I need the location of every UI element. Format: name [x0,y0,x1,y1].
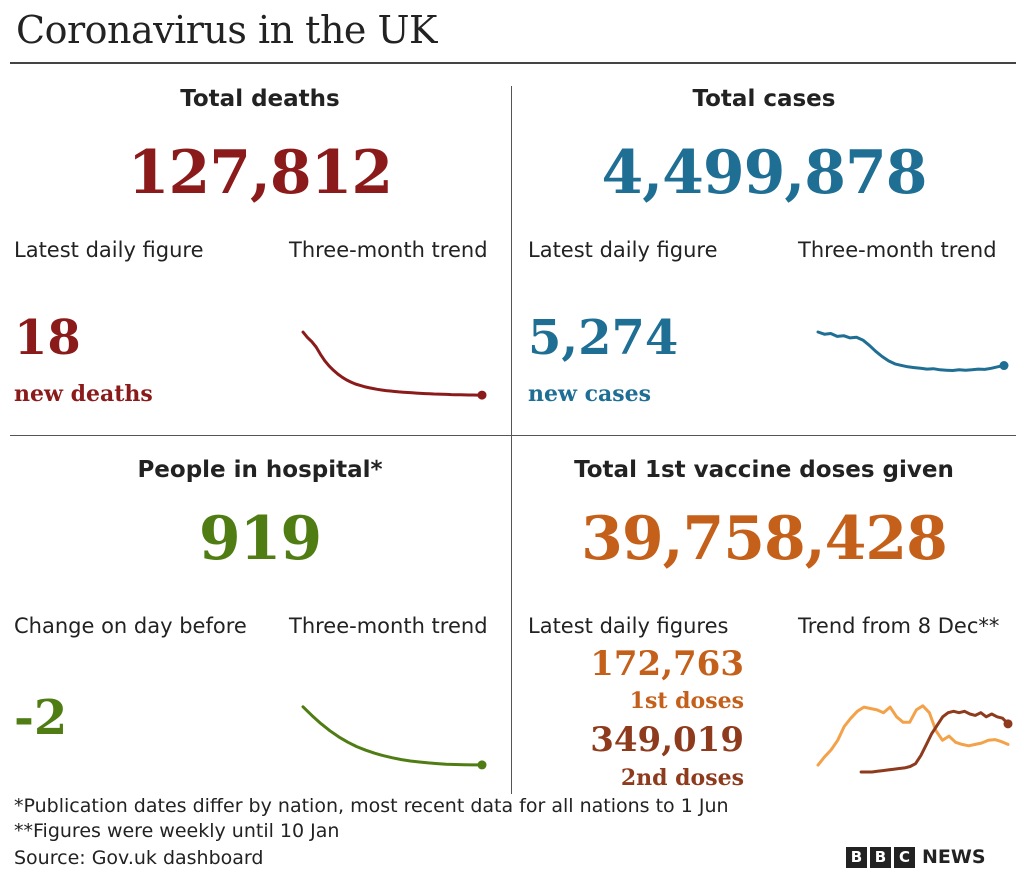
cases-latest-label: Latest daily figure [528,238,718,262]
dose2-trend-end-point [1003,719,1013,729]
deaths-latest-value: 18 [14,310,81,366]
cases-latest-unit: new cases [528,381,652,407]
dose2-label: 2nd doses [620,765,744,791]
cases-latest-value: 5,274 [528,310,679,366]
bbc-logo-letter: B [870,846,891,868]
dose2-value: 349,019 [590,720,744,760]
bbc-logo-letter: B [846,846,867,868]
hospital-latest-value: -2 [14,690,68,746]
hospital-total: 919 [198,504,322,574]
dose1-trend-series [816,704,1010,767]
bbc-logo-news: NEWS [922,846,986,868]
hospital-heading: People in hospital* [137,457,383,483]
dose2-trend-series [859,709,1013,774]
deaths-trend-label: Three-month trend [289,238,488,262]
cases-trend-chart-end-point [999,361,1009,371]
vaccine-heading: Total 1st vaccine doses given [574,457,954,483]
deaths-latest-unit: new deaths [14,381,153,407]
cases-total: 4,499,878 [601,138,927,208]
dose1-value: 172,763 [590,644,744,684]
cases-trend-chart [816,330,1009,372]
cases-heading: Total cases [692,86,836,112]
bbc-logo-letter: C [894,846,915,868]
title-rule [10,62,1016,64]
hospital-trend-chart [301,705,487,770]
vertical-divider [511,86,512,794]
vaccine-total: 39,758,428 [581,504,948,574]
source-note: Source: Gov.uk dashboard [14,847,264,869]
vaccine-trend-label: Trend from 8 Dec** [798,614,1000,638]
deaths-latest-label: Latest daily figure [14,238,204,262]
dose2-trend-line [859,709,1010,774]
hospital-trend-chart-line [301,705,484,767]
deaths-trend-chart [301,330,487,400]
dose1-label: 1st doses [629,688,744,714]
footnote-publication: *Publication dates differ by nation, mos… [14,795,729,817]
hospital-latest-label: Change on day before [14,614,247,638]
cases-trend-chart-line [816,330,1006,372]
bbc-news-logo: B B C NEWS [846,846,986,868]
horizontal-divider [10,435,1016,436]
deaths-total: 127,812 [127,138,393,208]
hospital-trend-chart-end-point [477,760,487,770]
hospital-trend-label: Three-month trend [289,614,488,638]
deaths-heading: Total deaths [180,86,340,112]
page-title: Coronavirus in the UK [16,8,437,52]
dose1-trend-line [816,704,1010,767]
deaths-trend-chart-end-point [477,390,487,400]
cases-trend-label: Three-month trend [798,238,997,262]
footnote-weekly: **Figures were weekly until 10 Jan [14,820,340,842]
vaccine-latest-label: Latest daily figures [528,614,729,638]
vaccine-trend-chart [816,704,1013,774]
deaths-trend-chart-line [301,330,484,397]
